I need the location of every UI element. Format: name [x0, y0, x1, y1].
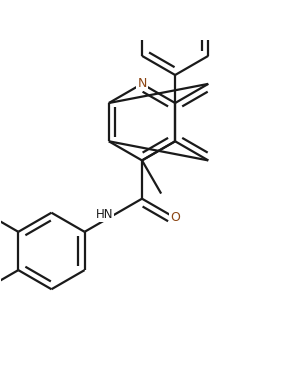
- Text: O: O: [170, 211, 180, 224]
- Text: HN: HN: [96, 208, 113, 222]
- Text: N: N: [137, 77, 147, 91]
